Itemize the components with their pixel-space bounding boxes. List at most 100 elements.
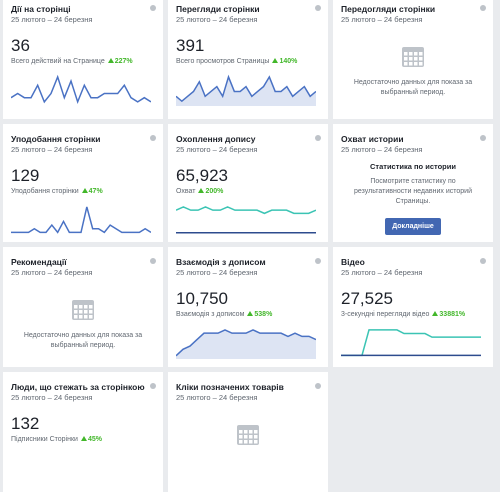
sparkline-area [176,329,316,359]
caption-text: Всего действий на Странице [11,58,105,65]
calendar-cell [414,62,418,66]
calendar-cell [409,57,413,61]
calendar-icon [72,300,94,320]
sparkline-line [11,206,151,234]
sparkline-line [341,329,481,357]
sparkline [176,74,316,106]
info-icon[interactable] [315,135,321,141]
caption-text: Підписники Сторінки [11,436,78,443]
metric-caption: 3-секундні перегляди відео 33881% [341,311,465,318]
calendar-cell [404,52,408,56]
calendar-cell [249,430,253,434]
metric-value: 391 [176,36,205,55]
calendar-cell [244,430,248,434]
card-title: Рекомендації [11,257,67,267]
insight-card: Охоплення допису 25 лютого – 24 березня 65… [168,124,328,242]
calendar-cell [249,435,253,439]
change-percent: 538% [254,311,273,318]
calendar-cell [239,430,243,434]
sparkline-area [176,76,316,106]
insight-card: Відео 25 лютого – 24 березня 27,525 3-секун… [333,247,493,367]
card-title: Охват истории [341,134,404,144]
info-icon[interactable] [150,258,156,264]
date-range: 25 лютого – 24 березня [11,15,93,24]
calendar-cell [84,305,88,309]
card-title: Люди, що стежать за сторінкою [11,382,145,392]
calendar-icon [237,425,259,445]
card-title: Дії на сторінці [11,4,71,14]
insight-card: Кліки позначених товарів 25 лютого – 24 б… [168,372,328,492]
caption-text: Уподобання сторінки [11,188,79,195]
up-arrow [81,188,88,193]
info-icon[interactable] [150,5,156,11]
change-percent: 47% [88,188,103,195]
insights-grid: Дії на сторінці 25 лютого – 24 березня 36 В… [3,0,493,492]
calendar-cell [79,305,83,309]
calendar-cell [89,315,93,319]
sparkline [11,206,151,234]
sparkline-line [176,206,316,215]
date-range: 25 лютого – 24 березня [11,393,93,402]
calendar-cell [239,435,243,439]
sparkline-line [176,74,316,103]
sparkline [176,329,316,359]
insight-card: Охват истории 25 лютого – 24 березня Стати… [333,124,493,242]
page: Дії на сторінці 25 лютого – 24 березня 36 В… [3,0,493,492]
calendar-cell [84,310,88,314]
up-arrow [272,58,279,63]
card-title: Перегляди сторінки [176,4,260,14]
up-arrow [198,188,205,193]
more-button[interactable]: Докладніше [385,218,441,235]
caption-text: 3-секундні перегляди відео [341,311,430,318]
sparkline-line [11,74,151,105]
info-icon[interactable] [480,258,486,264]
info-icon[interactable] [315,5,321,11]
calendar-cell [244,435,248,439]
calendar-cell [414,57,418,61]
calendar-cell [79,315,83,319]
info-icon[interactable] [480,135,486,141]
card-title: Відео [341,257,365,267]
calendar-cell [89,305,93,309]
date-range: 25 лютого – 24 березня [176,268,258,277]
insight-card: Взаємодія з дописом 25 лютого – 24 березн… [168,247,328,367]
info-icon[interactable] [480,5,486,11]
calendar-cell [74,310,78,314]
calendar-cell [414,52,418,56]
card-title: Кліки позначених товарів [176,382,284,392]
calendar-cell [254,435,258,439]
insight-card: Дії на сторінці 25 лютого – 24 березня 36 В… [3,0,163,119]
date-range: 25 лютого – 24 березня [176,393,258,402]
calendar-cell [74,315,78,319]
info-icon[interactable] [150,135,156,141]
insight-card: Люди, що стежать за сторінкою 25 лютого –… [3,372,163,492]
insight-card: Уподобання сторінки 25 лютого – 24 березн… [3,124,163,242]
up-arrow [247,311,254,316]
insight-card: Передогляди сторінки 25 лютого – 24 берез… [333,0,493,119]
date-range: 25 лютого – 24 березня [11,145,93,154]
date-range: 25 лютого – 24 березня [176,145,258,154]
date-range: 25 лютого – 24 березня [341,15,423,24]
calendar-cell [79,310,83,314]
story-text: Посмотрите статистику по результативност… [354,178,472,205]
calendar-cell [409,62,413,66]
metric-value: 129 [11,166,40,185]
sparkline [341,329,481,357]
metric-value: 10,750 [176,289,228,308]
info-icon[interactable] [315,383,321,389]
info-icon[interactable] [150,383,156,389]
calendar-cell [89,310,93,314]
date-range: 25 лютого – 24 березня [176,15,258,24]
insight-card: Рекомендації 25 лютого – 24 березня Недост… [3,247,163,367]
change-percent: 140% [279,58,298,65]
date-range: 25 лютого – 24 березня [11,268,93,277]
caption-text: Взаємодія з дописом [176,311,245,318]
metric-caption: Всего просмотров Страницы 140% [176,58,297,65]
insight-card: Перегляди сторінки 25 лютого – 24 березня… [168,0,328,119]
metric-value: 132 [11,414,40,433]
story-heading: Статистика по истории [370,162,456,171]
info-icon[interactable] [315,258,321,264]
card-title: Передогляди сторінки [341,4,436,14]
metric-caption: Уподобання сторінки 47% [11,188,103,195]
calendar-cell [74,305,78,309]
